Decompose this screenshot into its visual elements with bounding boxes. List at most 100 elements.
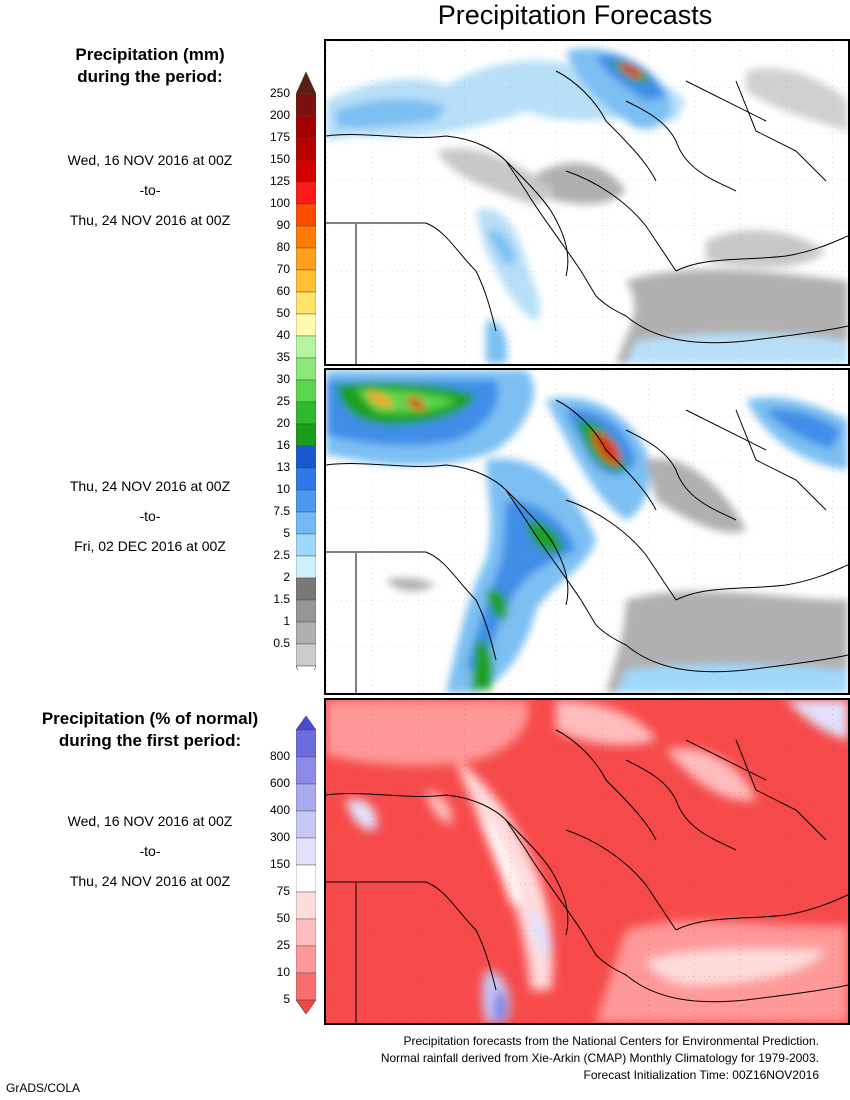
precip-pct-swatch bbox=[296, 729, 316, 758]
precip-pct-swatch bbox=[296, 918, 316, 947]
precip-mm-heading-line1: Precipitation (mm) bbox=[75, 45, 225, 64]
precip-pct-heading: Precipitation (% of normal) during the f… bbox=[0, 708, 300, 752]
precip-mm-heading: Precipitation (mm) during the period: bbox=[0, 44, 300, 88]
precip-mm-label: 50 bbox=[276, 306, 290, 320]
precip-mm-label: 60 bbox=[276, 284, 290, 298]
precip-mm-top-arrow bbox=[296, 72, 316, 95]
period1-to: -to- bbox=[139, 182, 161, 198]
precip-mm-bottom-arrow bbox=[296, 665, 316, 670]
precip-mm-swatch bbox=[296, 423, 316, 447]
precip-mm-heading-line2: during the period: bbox=[77, 67, 223, 86]
period1-end: Thu, 24 NOV 2016 at 00Z bbox=[69, 212, 231, 228]
precip-mm-swatch bbox=[296, 555, 316, 579]
grads-credit: GrADS/COLA bbox=[6, 1081, 81, 1095]
precip-mm-label: 250 bbox=[269, 86, 290, 100]
precip-mm-swatch bbox=[296, 115, 316, 139]
period1-start: Wed, 16 NOV 2016 at 00Z bbox=[67, 152, 233, 168]
precip-mm-label: 1 bbox=[283, 614, 290, 628]
precip-mm-label: 125 bbox=[269, 174, 290, 188]
precip-mm-label: 200 bbox=[269, 108, 290, 122]
precip-mm-label: 150 bbox=[269, 152, 290, 166]
precip-pct-label: 25 bbox=[276, 938, 290, 952]
precip-pct-label: 5 bbox=[283, 992, 290, 1006]
precip-mm-swatch bbox=[296, 225, 316, 249]
precip-pct-label: 50 bbox=[276, 911, 290, 925]
precip-mm-swatch bbox=[296, 401, 316, 425]
precip-pct-swatch bbox=[296, 891, 316, 920]
footer-line3: Forecast Initialization Time: 00Z16NOV20… bbox=[583, 1068, 819, 1082]
precip-mm-label: 100 bbox=[269, 196, 290, 210]
page-title: Precipitation Forecasts bbox=[437, 0, 713, 30]
precip-pct-label: 150 bbox=[269, 857, 290, 871]
period3-to: -to- bbox=[139, 843, 161, 859]
precip-mm-label: 7.5 bbox=[273, 504, 290, 518]
precip-map-period1 bbox=[324, 39, 850, 366]
period2-end: Fri, 02 DEC 2016 at 00Z bbox=[74, 538, 226, 554]
precip-pct-swatch bbox=[296, 837, 316, 866]
precip-mm-label: 90 bbox=[276, 218, 290, 232]
precip-mm-label: 175 bbox=[269, 130, 290, 144]
precip-pct-bottom-arrow bbox=[296, 999, 316, 1014]
precip-pct-label: 600 bbox=[269, 776, 290, 790]
precip-mm-swatch bbox=[296, 357, 316, 381]
precip-mm-swatch bbox=[296, 643, 316, 667]
precip-pct-label: 300 bbox=[269, 830, 290, 844]
precip-mm-label: 25 bbox=[276, 394, 290, 408]
precip-mm-label: 20 bbox=[276, 416, 290, 430]
precip-pct-swatch bbox=[296, 756, 316, 785]
precip-mm-swatch bbox=[296, 203, 316, 227]
precip-mm-label: 10 bbox=[276, 482, 290, 496]
precip-mm-swatch bbox=[296, 247, 316, 271]
precip-mm-swatch bbox=[296, 467, 316, 491]
precip-mm-colorbar bbox=[296, 72, 316, 670]
precip-pct-swatch bbox=[296, 864, 316, 893]
precip-mm-label: 30 bbox=[276, 372, 290, 386]
precip-mm-swatch bbox=[296, 269, 316, 293]
precip-mm-label: 13 bbox=[276, 460, 290, 474]
footer-line2: Normal rainfall derived from Xie-Arkin (… bbox=[380, 1051, 819, 1065]
precip-mm-label: 70 bbox=[276, 262, 290, 276]
precip-pct-label: 400 bbox=[269, 803, 290, 817]
precip-mm-label: 0.5 bbox=[273, 636, 290, 650]
precip-mm-swatch bbox=[296, 93, 316, 117]
footer-line1: Precipitation forecasts from the Nationa… bbox=[403, 1034, 819, 1048]
precip-mm-swatch bbox=[296, 489, 316, 513]
precip-mm-swatch bbox=[296, 599, 316, 623]
precip-mm-swatch bbox=[296, 577, 316, 601]
period2-to: -to- bbox=[139, 508, 161, 524]
precip-mm-label: 16 bbox=[276, 438, 290, 452]
precip-mm-swatch bbox=[296, 291, 316, 315]
precip-mm-swatch bbox=[296, 159, 316, 183]
precip-mm-swatch bbox=[296, 335, 316, 359]
precip-mm-swatch bbox=[296, 137, 316, 161]
precip-pct-label: 75 bbox=[276, 884, 290, 898]
period3-end: Thu, 24 NOV 2016 at 00Z bbox=[69, 873, 231, 889]
precip-pct-swatch bbox=[296, 810, 316, 839]
precip-pct-top-arrow bbox=[296, 716, 316, 731]
precip-mm-swatch bbox=[296, 181, 316, 205]
precip-mm-label: 1.5 bbox=[273, 592, 290, 606]
precip-mm-label: 5 bbox=[283, 526, 290, 540]
precip-mm-swatch bbox=[296, 313, 316, 337]
precip-pct-colorbar bbox=[296, 716, 316, 1014]
precip-mm-label: 35 bbox=[276, 350, 290, 364]
precip-mm-label: 40 bbox=[276, 328, 290, 342]
precip-mm-label: 2.5 bbox=[273, 548, 290, 562]
precip-pct-swatch bbox=[296, 783, 316, 812]
precip-pct-heading-line1: Precipitation (% of normal) bbox=[41, 709, 259, 728]
precip-map-period2 bbox=[324, 368, 850, 695]
period3-start: Wed, 16 NOV 2016 at 00Z bbox=[67, 813, 233, 829]
precip-mm-swatch bbox=[296, 621, 316, 645]
precip-mm-label: 2 bbox=[283, 570, 290, 584]
precip-mm-swatch bbox=[296, 511, 316, 535]
precip-pct-heading-line2: during the first period: bbox=[58, 731, 242, 750]
precip-pct-swatch bbox=[296, 972, 316, 1001]
precip-pct-swatch bbox=[296, 945, 316, 974]
period2-start: Thu, 24 NOV 2016 at 00Z bbox=[69, 478, 231, 494]
precip-pct-label: 10 bbox=[276, 965, 290, 979]
precip-mm-swatch bbox=[296, 379, 316, 403]
precip-pct-map bbox=[324, 698, 850, 1025]
precip-mm-label: 80 bbox=[276, 240, 290, 254]
precip-mm-swatch bbox=[296, 533, 316, 557]
precip-pct-label: 800 bbox=[269, 749, 290, 763]
